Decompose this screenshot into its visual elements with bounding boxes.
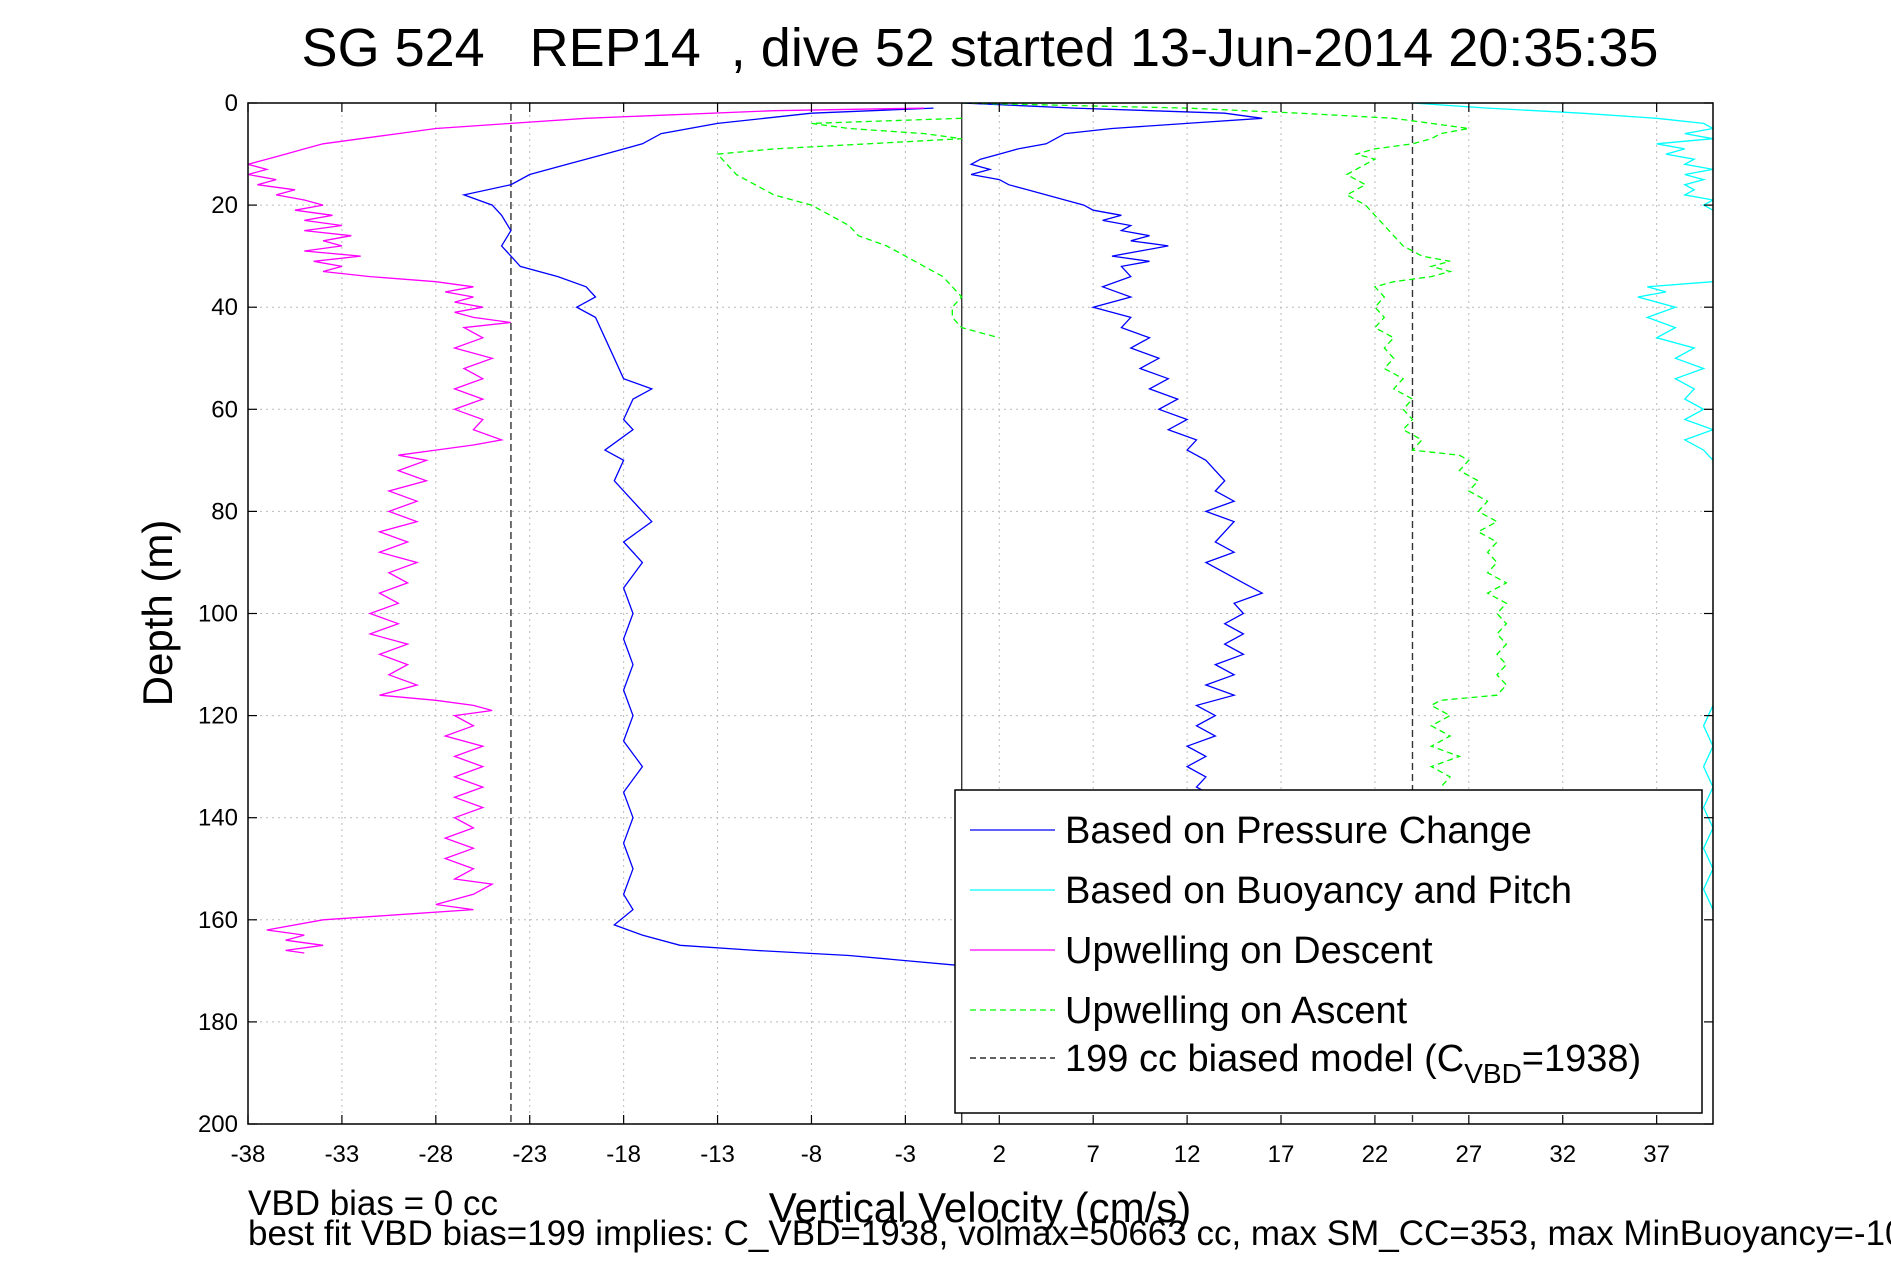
tick-marks [247, 102, 1713, 1125]
legend-box [954, 789, 1703, 1114]
y-tick-label: 160 [198, 907, 238, 934]
series-layer [248, 103, 1713, 1124]
x-tick-labels: -38 -33 -28 -23 -18 -13 -8 -3 2 7 12 17 22 27 32 37 [231, 1141, 1670, 1168]
x-tick-label: 27 [1455, 1141, 1482, 1168]
y-tick-label: 0 [225, 90, 238, 117]
x-tick-label: -38 [231, 1141, 266, 1168]
y-tick-label: 140 [198, 805, 238, 832]
y-tick-label: 20 [211, 192, 238, 219]
y-tick-label: 120 [198, 703, 238, 730]
series-line-buoyancy [1702, 705, 1713, 910]
legend-label-upwell_descent: Upwelling on Descent [1065, 930, 1433, 972]
y-tick-label: 100 [198, 601, 238, 628]
x-axis-label: Vertical Velocity (cm/s) [769, 1184, 1191, 1231]
y-tick-label: 80 [211, 498, 238, 525]
x-tick-label: 22 [1362, 1141, 1389, 1168]
x-tick-label: 7 [1087, 1141, 1100, 1168]
chart-title: SG 524 REP14 , dive 52 started 13-Jun-20… [302, 18, 1659, 78]
x-tick-label: 37 [1643, 1141, 1670, 1168]
x-tick-label: -28 [418, 1141, 453, 1168]
x-tick-label: -18 [606, 1141, 641, 1168]
legend-label-subscript: VBD [1464, 1058, 1522, 1089]
y-tick-label: 60 [211, 396, 238, 423]
x-tick-label: -23 [512, 1141, 547, 1168]
legend-label-buoyancy: Based on Buoyancy and Pitch [1065, 870, 1572, 912]
x-tick-label: 12 [1174, 1141, 1201, 1168]
x-tick-label: 2 [993, 1141, 1006, 1168]
footer-line-1: VBD bias = 0 cc [248, 1184, 498, 1223]
y-tick-label: 200 [198, 1111, 238, 1138]
x-tick-label: -13 [700, 1141, 735, 1168]
series-line-pressure [961, 103, 1264, 798]
series-line-buoyancy [1637, 281, 1713, 461]
series-line-pressure [461, 107, 962, 967]
legend: Based on Pressure Change Based on Buoyanc… [954, 789, 1703, 1114]
legend-label-upwell_ascent: Upwelling on Ascent [1065, 990, 1408, 1032]
x-tick-label: -8 [801, 1141, 822, 1168]
x-tick-label: -33 [325, 1141, 360, 1168]
series-line-upwell_ascent [716, 117, 1000, 339]
y-tick-label: 180 [198, 1009, 238, 1036]
series-line-upwell_descent [248, 107, 925, 954]
series-line-upwell_ascent [961, 103, 1508, 788]
x-tick-label: -3 [895, 1141, 916, 1168]
footer-line-2: best fit VBD bias=199 implies: C_VBD=193… [248, 1214, 1891, 1253]
legend-label-pressure: Based on Pressure Change [1065, 810, 1532, 852]
x-tick-label: 32 [1549, 1141, 1576, 1168]
y-axis-label: Depth (m) [134, 520, 181, 707]
y-tick-label: 40 [211, 294, 238, 321]
legend-label-tail: =1938) [1522, 1038, 1641, 1080]
series-line-buoyancy [1412, 103, 1713, 211]
x-tick-label: 17 [1268, 1141, 1295, 1168]
y-tick-labels: 0 20 40 60 80 100 120 140 160 180 200 [198, 90, 238, 1138]
